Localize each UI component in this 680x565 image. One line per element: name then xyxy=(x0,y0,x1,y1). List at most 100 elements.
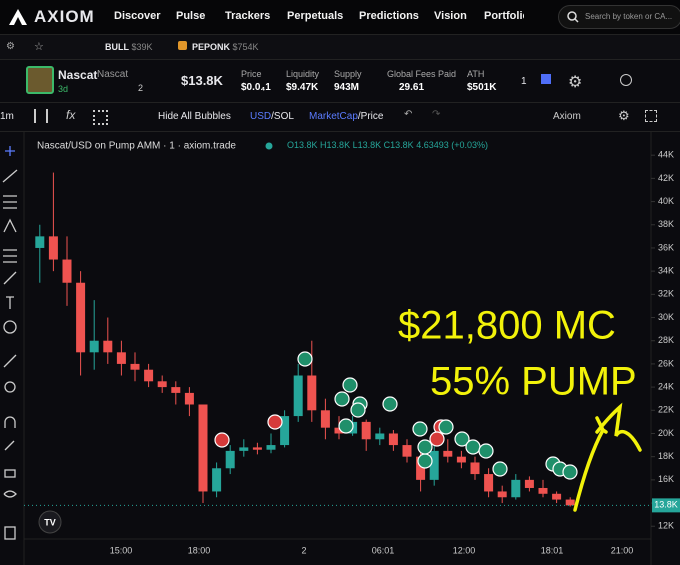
nav-link[interactable]: Predictions xyxy=(359,10,419,22)
x-tick-label: 15:00 xyxy=(110,545,133,555)
y-tick-label: 26K xyxy=(658,358,674,368)
nav-link[interactable]: Perpetuals xyxy=(287,10,344,22)
search-icon xyxy=(567,11,579,23)
chart-legend: Nascat/USD on Pump AMM · 1 · axiom.trade xyxy=(37,141,236,152)
mode-other: /Price xyxy=(357,111,384,122)
bubbles-toggle[interactable]: Hide All Bubbles xyxy=(158,111,231,122)
redo[interactable]: ↷ xyxy=(432,109,441,120)
indicator-icon[interactable]: fx xyxy=(66,108,76,122)
settings-icon[interactable]: ⚙ xyxy=(618,108,630,123)
ohlc-change: 4.63493 (+0.03%) xyxy=(416,140,488,150)
search-box[interactable]: Search by token or CA... xyxy=(558,5,680,29)
logo[interactable]: AXIOM xyxy=(34,7,95,26)
top-nav: AXIOM Discover Pulse Trackers Perpetuals… xyxy=(0,0,680,35)
candle-body xyxy=(470,462,480,475)
token-icon xyxy=(178,41,187,50)
last-price-tag xyxy=(652,498,680,513)
trade-bubble xyxy=(454,431,470,447)
candle-body xyxy=(552,493,562,500)
candle-body xyxy=(239,447,249,451)
nav-link[interactable]: Vision xyxy=(434,10,467,22)
candle-body xyxy=(456,456,466,463)
currency-active: USD xyxy=(250,111,272,122)
ohlc: O13.8K H13.8K L13.8K C13.8K 4.63493 (+0.… xyxy=(287,140,488,150)
source[interactable]: Axiom xyxy=(553,111,581,122)
candle-body xyxy=(416,456,426,480)
chart-toolbar: 1m fx Hide All Bubbles USD/SOL MarketCap… xyxy=(0,103,680,132)
candle-body xyxy=(484,474,494,492)
announce-icon[interactable] xyxy=(541,74,551,84)
y-tick-label: 20K xyxy=(658,428,674,438)
candle-body xyxy=(429,450,439,480)
watch-value: $39K xyxy=(131,42,153,52)
token-avatar xyxy=(26,66,54,94)
watch-value: $754K xyxy=(232,42,259,52)
candle-body xyxy=(334,427,344,434)
y-tick-label: 34K xyxy=(658,266,674,276)
watchers: 2 xyxy=(138,83,144,93)
trade-bubble xyxy=(562,464,578,480)
y-tick-label: 22K xyxy=(658,405,674,415)
trade-bubble xyxy=(214,432,230,448)
trade-bubble xyxy=(429,431,445,447)
trade-bubble xyxy=(417,453,433,469)
x-tick-label: 2 xyxy=(301,545,306,555)
star-icon[interactable]: ☆ xyxy=(34,41,44,53)
candle-body xyxy=(375,433,385,440)
drawing-tools[interactable] xyxy=(2,146,18,540)
x-tick-label: 18:01 xyxy=(541,545,564,555)
trade-bubble xyxy=(334,391,350,407)
stat-label: Supply xyxy=(334,69,362,79)
candle-body xyxy=(443,450,453,457)
candle-body xyxy=(402,445,412,457)
undo[interactable]: ↶ xyxy=(404,109,413,120)
nav-link[interactable]: Pulse xyxy=(176,10,206,22)
candle-body xyxy=(144,369,154,382)
candle-body xyxy=(103,340,113,353)
alerts[interactable]: 1 xyxy=(521,76,527,87)
candle-body xyxy=(89,340,99,353)
currency-other: /SOL xyxy=(271,111,294,122)
y-tick-label: 32K xyxy=(658,289,674,299)
y-tick-label: 44K xyxy=(658,150,674,160)
candle-body xyxy=(212,468,222,492)
coin-icon[interactable] xyxy=(620,74,632,86)
watch-item[interactable]: PEPONK $754K xyxy=(192,42,259,52)
watch-item[interactable]: BULL $39K xyxy=(105,42,153,52)
trade-bubble xyxy=(412,421,428,437)
candle-body xyxy=(62,259,72,283)
settings-icon[interactable]: ⚙ xyxy=(568,74,583,91)
settings-icon[interactable]: ⚙ xyxy=(6,41,15,52)
y-tick-label: 16K xyxy=(658,474,674,484)
nav-link[interactable]: Discover xyxy=(114,10,161,22)
mode-toggle[interactable]: MarketCap/Price xyxy=(309,111,383,122)
candle-body xyxy=(511,479,521,498)
trade-bubble xyxy=(297,351,313,367)
stat-value: $501K xyxy=(467,82,497,93)
trade-bubble xyxy=(342,377,358,393)
chart-bg xyxy=(0,132,680,565)
candle-body xyxy=(198,404,208,492)
stat-label: ATH xyxy=(467,69,485,79)
stat-value: $9.47K xyxy=(286,82,319,93)
layout-icon[interactable] xyxy=(93,110,108,125)
interval[interactable]: 1m xyxy=(0,111,14,122)
market-cap: $13.8K xyxy=(181,73,223,88)
y-tick-label: 12K xyxy=(658,521,674,531)
ohlc-open: O13.8K xyxy=(287,140,318,150)
candle-body xyxy=(524,479,534,488)
stat-value: 29.61 xyxy=(399,82,425,93)
fullscreen-icon[interactable] xyxy=(645,110,657,122)
x-tick-label: 18:00 xyxy=(188,545,211,555)
mode-active: MarketCap xyxy=(309,111,358,122)
y-tick-label: 40K xyxy=(658,196,674,206)
currency-toggle[interactable]: USD/SOL xyxy=(250,111,294,122)
nav-link[interactable]: Portfolio xyxy=(484,10,524,22)
trade-bubble xyxy=(417,439,433,455)
nav-link[interactable]: Trackers xyxy=(225,10,271,22)
y-tick-label: 30K xyxy=(658,312,674,322)
ohlc-close: C13.8K xyxy=(384,140,414,150)
ohlc-low: L13.8K xyxy=(353,140,382,150)
plot: 12K14K16K18K20K22K24K26K28K30K32K34K36K3… xyxy=(24,150,680,555)
candle-icon[interactable] xyxy=(34,109,48,123)
